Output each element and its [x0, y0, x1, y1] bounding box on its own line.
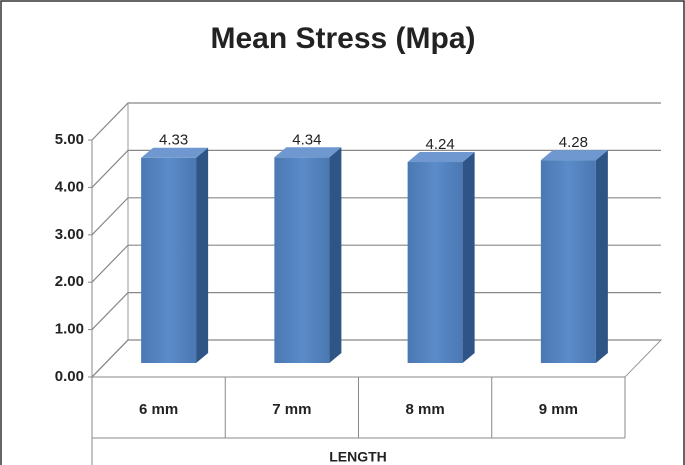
y-tick-label: 3.00	[55, 226, 84, 243]
bar-top	[141, 147, 209, 158]
bar	[141, 157, 197, 363]
grid-line	[91, 292, 661, 331]
x-tick-label: 7 mm	[272, 401, 311, 418]
bar-side	[196, 147, 209, 363]
bar-side	[462, 152, 475, 363]
y-tick-label: 1.00	[55, 321, 84, 338]
data-label: 4.34	[292, 131, 321, 148]
x-tick-label: 6 mm	[139, 401, 178, 418]
grid-line	[91, 149, 661, 188]
x-axis-label: LENGTH	[329, 449, 387, 465]
y-tick-label: 2.00	[55, 273, 84, 290]
bar	[274, 157, 330, 363]
bar-side	[329, 147, 342, 363]
grid-line	[91, 339, 661, 378]
x-tick-label: 9 mm	[539, 401, 578, 418]
bar-side	[595, 150, 608, 363]
chart-title: Mean Stress (Mpa)	[210, 22, 475, 55]
bar	[540, 160, 596, 363]
y-tick-label: 0.00	[55, 368, 84, 385]
data-label: 4.24	[426, 136, 455, 153]
data-label: 4.28	[559, 134, 588, 151]
bar-top	[274, 147, 342, 158]
y-tick-label: 5.00	[55, 131, 84, 148]
y-tick-label: 4.00	[55, 178, 84, 195]
bar-top	[407, 152, 475, 163]
grid-line	[91, 197, 661, 236]
bar-top	[540, 150, 608, 161]
grid-line	[91, 102, 661, 141]
data-label: 4.33	[159, 132, 188, 149]
bar	[407, 162, 463, 363]
x-tick-label: 8 mm	[406, 401, 445, 418]
grid-line	[91, 244, 661, 283]
